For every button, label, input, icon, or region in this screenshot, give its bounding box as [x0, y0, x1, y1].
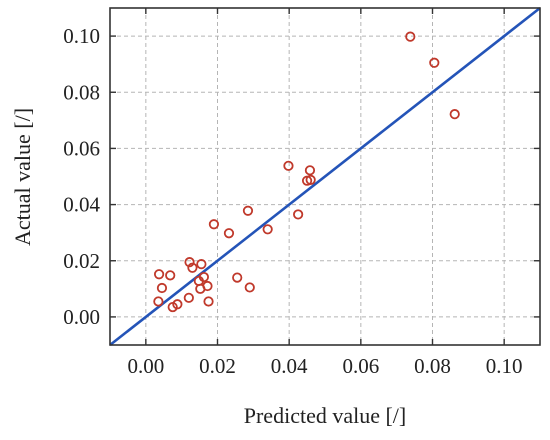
data-point — [172, 299, 183, 310]
y-axis-label: Actual value [/] — [10, 108, 35, 246]
data-point — [305, 174, 316, 185]
x-tick-label: 0.10 — [486, 354, 523, 378]
data-points — [153, 31, 460, 313]
data-point — [283, 160, 294, 171]
data-point — [184, 257, 195, 268]
x-tick-label: 0.04 — [271, 354, 308, 378]
data-point — [429, 57, 440, 68]
data-point — [153, 296, 164, 307]
grid-lines — [110, 8, 540, 345]
data-point — [153, 269, 165, 280]
y-tick-labels: 0.00 0.02 0.04 0.06 0.08 0.10 — [63, 24, 100, 329]
x-tick-label: 0.00 — [127, 354, 164, 378]
data-point — [449, 109, 460, 120]
x-tick-label: 0.06 — [342, 354, 379, 378]
x-axis-label: Predicted value [/] — [244, 403, 407, 428]
data-point — [242, 205, 254, 216]
data-point — [223, 228, 235, 239]
data-point — [244, 282, 255, 293]
y-tick-label: 0.08 — [63, 80, 100, 104]
data-point — [165, 270, 176, 281]
data-point — [203, 296, 214, 307]
data-point — [187, 262, 198, 273]
data-point — [198, 271, 209, 283]
y-tick-label: 0.06 — [63, 136, 100, 160]
data-point — [208, 219, 220, 230]
reference-line — [109, 6, 541, 347]
y-tick-label: 0.10 — [63, 24, 100, 48]
x-tick-label: 0.02 — [199, 354, 236, 378]
data-point — [156, 282, 168, 294]
data-point — [405, 31, 416, 42]
data-point — [202, 280, 213, 292]
x-tick-label: 0.08 — [414, 354, 451, 378]
data-point — [196, 259, 207, 270]
y-tick-label: 0.04 — [63, 193, 100, 217]
data-point — [262, 224, 273, 235]
data-point — [232, 272, 243, 283]
data-point — [293, 209, 304, 220]
y-tick-label: 0.00 — [63, 305, 100, 329]
y-tick-label: 0.02 — [63, 249, 100, 273]
x-tick-labels: 0.00 0.02 0.04 0.06 0.08 0.10 — [127, 354, 522, 378]
axis-ticks — [110, 8, 540, 345]
plot-frame — [109, 7, 541, 346]
data-point — [183, 292, 194, 303]
data-point — [304, 165, 316, 176]
